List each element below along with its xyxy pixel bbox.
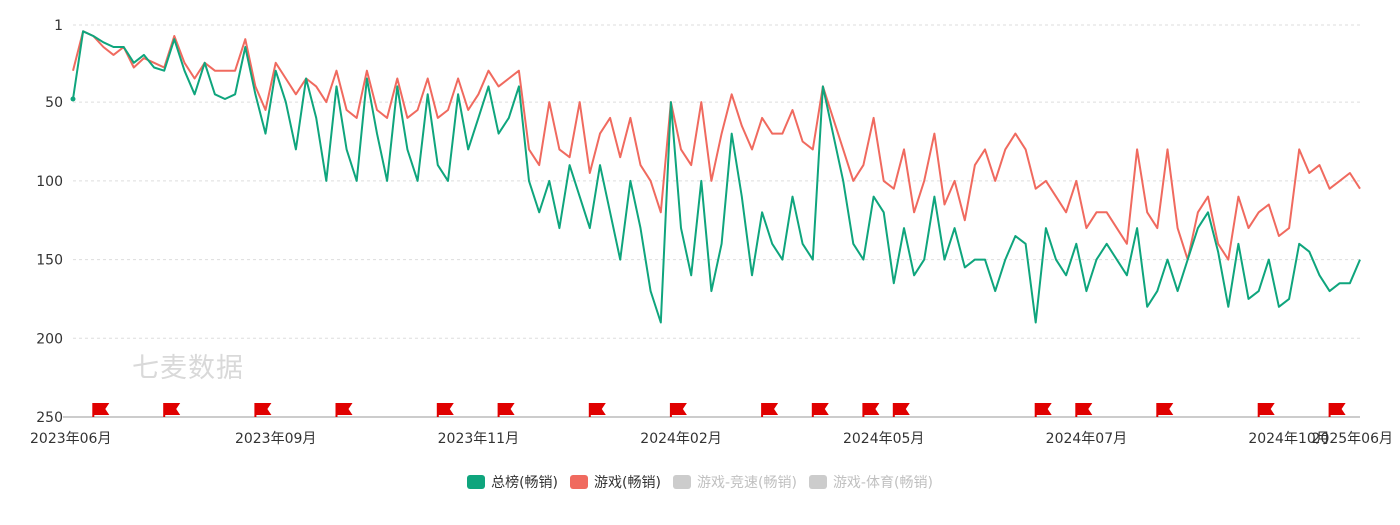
y-tick-label: 200 xyxy=(36,331,63,347)
event-flag-icon[interactable] xyxy=(436,403,454,417)
event-flag-icon[interactable] xyxy=(254,403,272,417)
event-flag-icon[interactable] xyxy=(335,403,353,417)
legend-swatch xyxy=(672,475,691,489)
series-line xyxy=(72,30,1361,324)
legend-swatch xyxy=(808,475,827,489)
event-flag-icon[interactable] xyxy=(1328,403,1346,417)
legend-label: 游戏(畅销) xyxy=(594,475,661,491)
series-start-point xyxy=(70,96,76,102)
series-lines xyxy=(70,30,1361,324)
event-flag-icon[interactable] xyxy=(1156,403,1174,417)
series-line xyxy=(72,30,1361,261)
event-flag-icon[interactable] xyxy=(761,403,779,417)
event-flag-icon[interactable] xyxy=(588,403,606,417)
y-tick-label: 50 xyxy=(45,95,63,111)
x-tick-label: 2024年05月 xyxy=(843,431,924,447)
legend-swatch xyxy=(570,475,589,489)
event-flag-icon[interactable] xyxy=(811,403,829,417)
grid-lines xyxy=(73,24,1360,339)
legend-label: 总榜(畅销) xyxy=(491,475,559,491)
legend-item[interactable]: 游戏-体育(畅销) xyxy=(808,472,933,492)
event-flag-icon[interactable] xyxy=(1034,403,1052,417)
legend: 总榜(畅销) 游戏(畅销) 游戏-竞速(畅销) 游戏-体育(畅销) xyxy=(0,472,1400,492)
y-tick-label: 150 xyxy=(36,253,63,269)
event-flag-icon[interactable] xyxy=(163,403,181,417)
x-tick-label: 2024年10月 xyxy=(1248,431,1329,447)
x-tick-label: 2023年06月 xyxy=(30,431,111,447)
event-flag-icon[interactable] xyxy=(669,403,687,417)
event-flag-icon[interactable] xyxy=(92,403,110,417)
event-markers[interactable] xyxy=(92,403,1400,417)
x-tick-label: 2023年11月 xyxy=(438,431,519,447)
event-flag-icon[interactable] xyxy=(862,403,880,417)
legend-item[interactable]: 总榜(畅销) xyxy=(467,472,558,492)
watermark: 七麦数据 xyxy=(132,353,244,384)
legend-swatch xyxy=(467,475,486,489)
x-tick-label: 2025年06月 xyxy=(1312,431,1393,447)
legend-label: 游戏-竞速(畅销) xyxy=(696,475,797,491)
event-flag-icon[interactable] xyxy=(892,403,910,417)
legend-item[interactable]: 游戏-竞速(畅销) xyxy=(672,472,797,492)
event-flag-icon[interactable] xyxy=(1075,403,1093,417)
y-tick-label: 1 xyxy=(54,18,63,34)
legend-label: 游戏-体育(畅销) xyxy=(832,475,933,491)
event-flag-icon[interactable] xyxy=(1257,403,1275,417)
x-tick-label: 2023年09月 xyxy=(235,431,316,447)
y-tick-label: 250 xyxy=(36,410,63,426)
y-tick-label: 100 xyxy=(36,174,63,190)
x-tick-label: 2024年07月 xyxy=(1046,431,1127,447)
x-tick-label: 2024年02月 xyxy=(640,431,721,447)
x-axis: 2023年06月 2023年09月 2023年11月 2024年02月 2024年05月… xyxy=(30,416,1393,447)
event-flag-icon[interactable] xyxy=(497,403,515,417)
legend-item[interactable]: 游戏(畅销) xyxy=(570,472,661,492)
